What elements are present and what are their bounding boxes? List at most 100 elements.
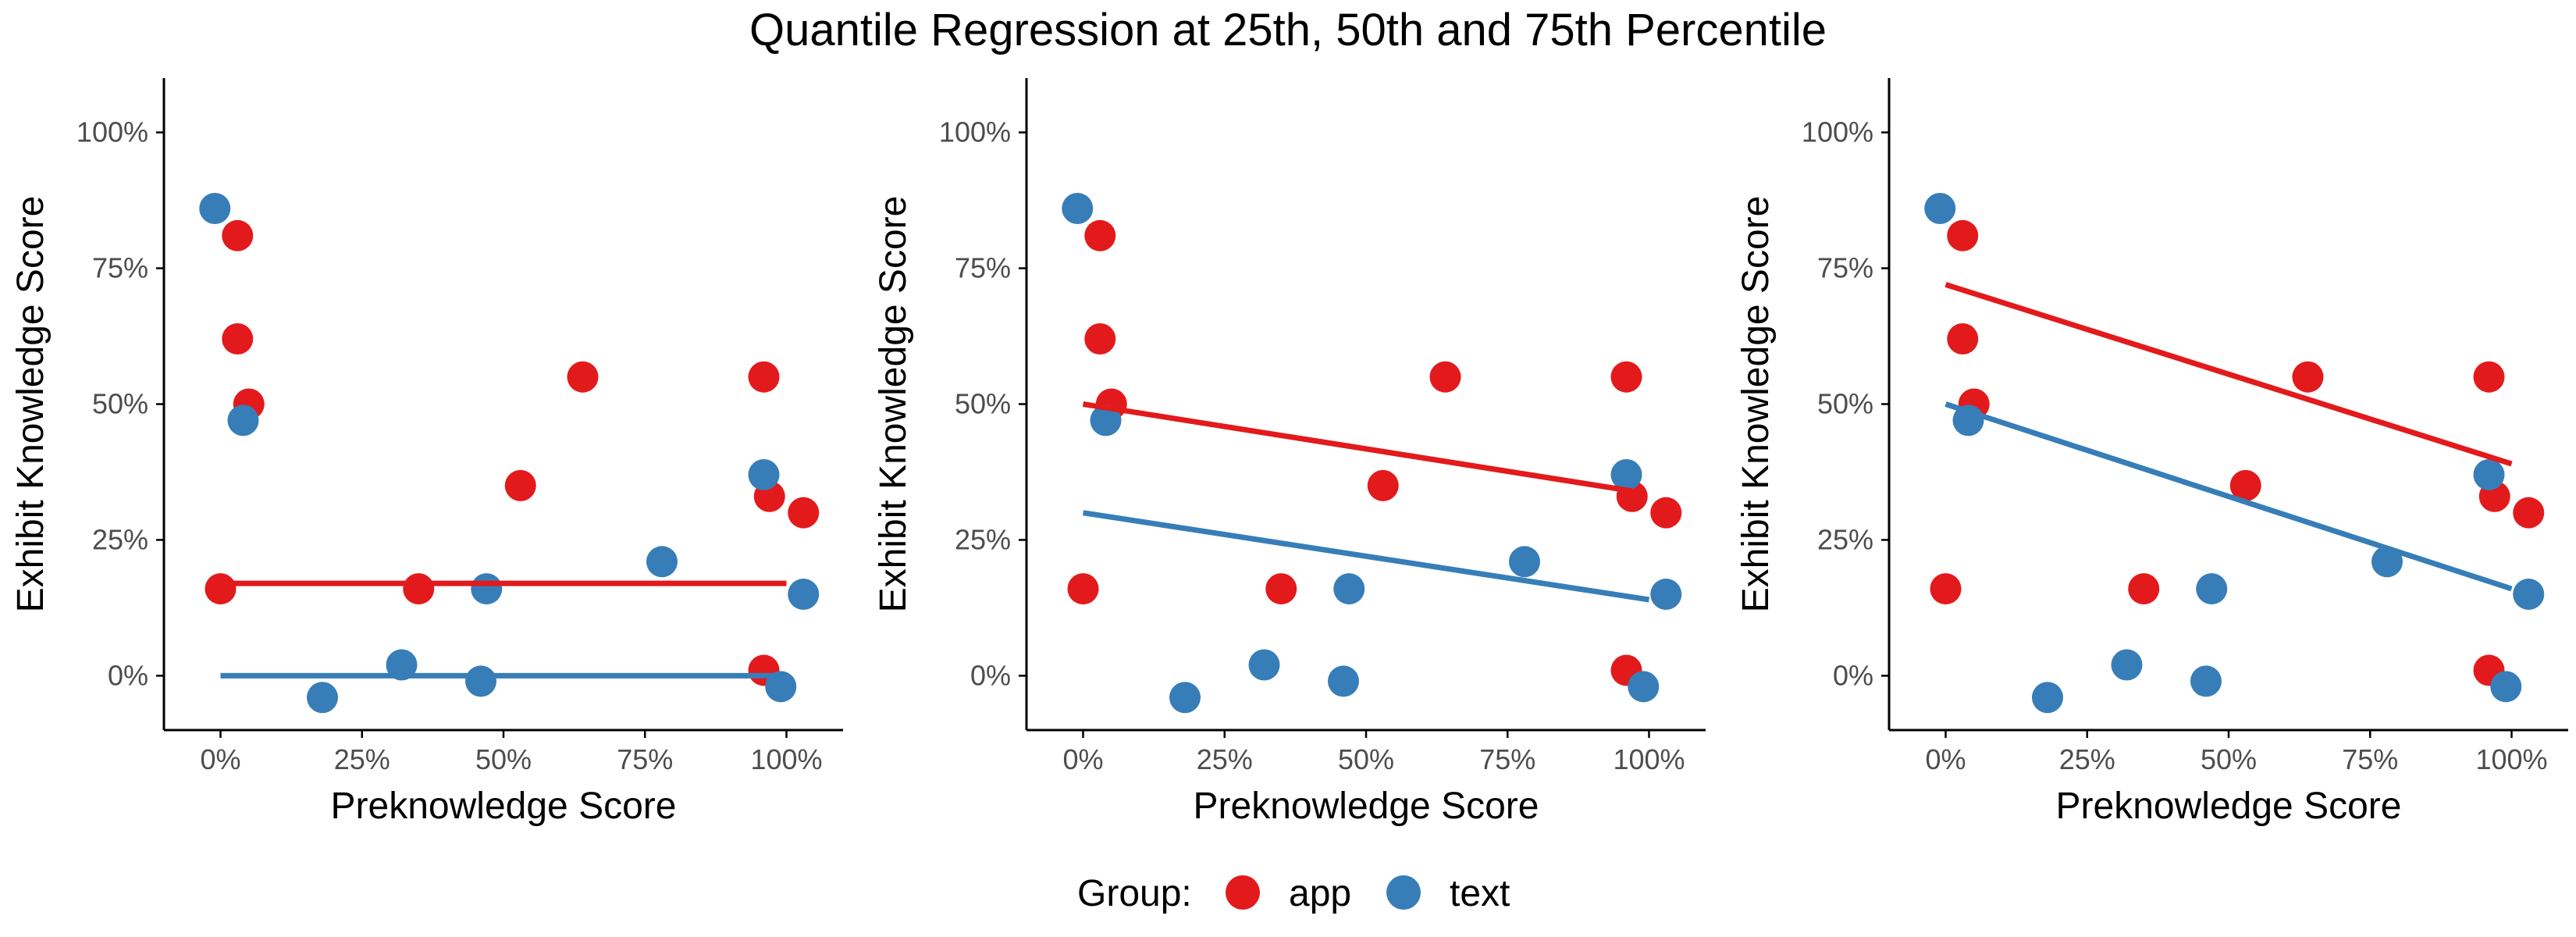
y-tick-label: 50% bbox=[92, 388, 148, 420]
data-point-app bbox=[2128, 573, 2160, 605]
x-axis-title: Preknowledge Score bbox=[331, 786, 677, 827]
y-tick-label: 75% bbox=[1817, 252, 1873, 284]
y-tick-label: 75% bbox=[92, 252, 148, 284]
data-point-app bbox=[403, 573, 435, 605]
x-tick-label: 75% bbox=[1479, 743, 1535, 775]
data-point-text bbox=[386, 649, 418, 681]
y-tick-label: 0% bbox=[970, 659, 1011, 691]
data-point-text bbox=[471, 573, 503, 605]
data-point-text bbox=[748, 458, 780, 490]
y-tick-label: 100% bbox=[1802, 116, 1873, 148]
x-tick-label: 50% bbox=[1338, 743, 1394, 775]
x-tick-label: 75% bbox=[2342, 743, 2398, 775]
data-point-text bbox=[2196, 573, 2228, 605]
data-point-text bbox=[227, 404, 259, 436]
legend-swatch-text bbox=[1386, 875, 1421, 910]
y-axis-title: Exhibit Knowledge Score bbox=[1735, 196, 1777, 613]
x-tick-label: 50% bbox=[475, 743, 532, 775]
y-tick-label: 100% bbox=[76, 116, 148, 148]
data-point-app bbox=[1930, 573, 1962, 605]
data-point-app bbox=[222, 219, 254, 251]
x-tick-label: 0% bbox=[1062, 743, 1103, 775]
y-tick-label: 25% bbox=[92, 523, 148, 555]
panel-3: 0% 25% 50% 75% 100% 0% 25% 50% 75% 100% Preknowled… bbox=[1735, 78, 2568, 827]
regression-line-app bbox=[1082, 401, 1633, 494]
regression-line-app bbox=[1944, 282, 2513, 467]
y-tick-label: 50% bbox=[955, 388, 1011, 420]
data-point-app bbox=[504, 469, 536, 501]
y-tick-label: 25% bbox=[955, 523, 1011, 555]
data-point-text bbox=[1328, 665, 1359, 697]
x-axis-title: Preknowledge Score bbox=[1194, 786, 1539, 827]
data-point-text bbox=[765, 671, 797, 703]
data-point-app bbox=[2229, 469, 2261, 501]
data-point-app bbox=[1067, 573, 1099, 605]
data-point-text bbox=[646, 546, 678, 578]
legend: Group: app text bbox=[1077, 873, 1510, 914]
data-point-text bbox=[1169, 682, 1201, 714]
y-tick-label: 0% bbox=[1833, 659, 1873, 691]
legend-title: Group: bbox=[1077, 873, 1192, 914]
regression-line-text bbox=[1944, 401, 2513, 592]
x-tick-label: 100% bbox=[2475, 743, 2547, 775]
data-point-app bbox=[567, 361, 599, 393]
data-point-text bbox=[2473, 458, 2505, 490]
data-point-app bbox=[1084, 323, 1116, 354]
data-point-app bbox=[2473, 361, 2505, 393]
data-point-text bbox=[1248, 649, 1280, 681]
data-point-text bbox=[2190, 665, 2222, 697]
legend-label-text: text bbox=[1450, 873, 1510, 914]
y-tick-label: 0% bbox=[108, 659, 148, 691]
data-point-text bbox=[1333, 573, 1365, 605]
x-tick-label: 100% bbox=[750, 743, 822, 775]
y-tick-label: 100% bbox=[939, 116, 1011, 148]
data-point-app bbox=[1265, 573, 1297, 605]
data-point-app bbox=[1947, 323, 1979, 354]
y-axis-title: Exhibit Knowledge Score bbox=[10, 196, 52, 613]
data-point-app bbox=[2513, 497, 2545, 529]
data-point-text bbox=[788, 579, 820, 611]
x-tick-label: 25% bbox=[2059, 743, 2115, 775]
data-point-text bbox=[1924, 193, 1956, 224]
x-tick-label: 0% bbox=[200, 743, 240, 775]
data-point-text bbox=[2032, 682, 2063, 714]
data-point-text bbox=[1509, 546, 1540, 578]
data-point-app bbox=[788, 497, 820, 529]
y-tick-label: 50% bbox=[1817, 388, 1873, 420]
data-point-app bbox=[748, 361, 780, 393]
x-tick-label: 75% bbox=[617, 743, 673, 775]
data-point-text bbox=[1090, 404, 1122, 436]
data-point-text bbox=[2371, 546, 2403, 578]
y-tick-label: 75% bbox=[955, 252, 1011, 284]
y-axis-title: Exhibit Knowledge Score bbox=[873, 196, 914, 613]
data-point-app bbox=[1367, 469, 1399, 501]
x-axis-title: Preknowledge Score bbox=[2056, 786, 2402, 827]
x-tick-label: 25% bbox=[1197, 743, 1253, 775]
y-tick-label: 25% bbox=[1817, 523, 1873, 555]
x-tick-label: 100% bbox=[1613, 743, 1685, 775]
data-point-text bbox=[199, 193, 231, 224]
data-point-app bbox=[2292, 361, 2324, 393]
data-point-text bbox=[2513, 579, 2545, 611]
panel-2: 0% 25% 50% 75% 100% 0% 25% 50% 75% 100% Preknowled… bbox=[873, 78, 1706, 827]
data-point-text bbox=[2111, 649, 2143, 681]
legend-label-app: app bbox=[1289, 873, 1351, 914]
panels: 0% 25% 50% 75% 100% 0% 25% 50% 75% 100% Preknowled… bbox=[10, 78, 2568, 827]
data-point-app bbox=[1947, 219, 1979, 251]
data-point-app bbox=[1084, 219, 1116, 251]
data-point-app bbox=[205, 573, 237, 605]
x-tick-label: 50% bbox=[2201, 743, 2257, 775]
data-point-text bbox=[1650, 579, 1682, 611]
x-tick-label: 25% bbox=[334, 743, 390, 775]
x-tick-label: 0% bbox=[1925, 743, 1966, 775]
figure-title: Quantile Regression at 25th, 50th and 75… bbox=[749, 5, 1827, 55]
data-point-app bbox=[1610, 361, 1642, 393]
data-point-app bbox=[222, 323, 254, 354]
data-point-text bbox=[465, 665, 496, 697]
regression-line-text bbox=[1082, 510, 1650, 603]
data-point-text bbox=[1062, 193, 1094, 224]
legend-swatch-app bbox=[1226, 875, 1260, 910]
data-point-app bbox=[1650, 497, 1682, 529]
data-point-app bbox=[1429, 361, 1461, 393]
